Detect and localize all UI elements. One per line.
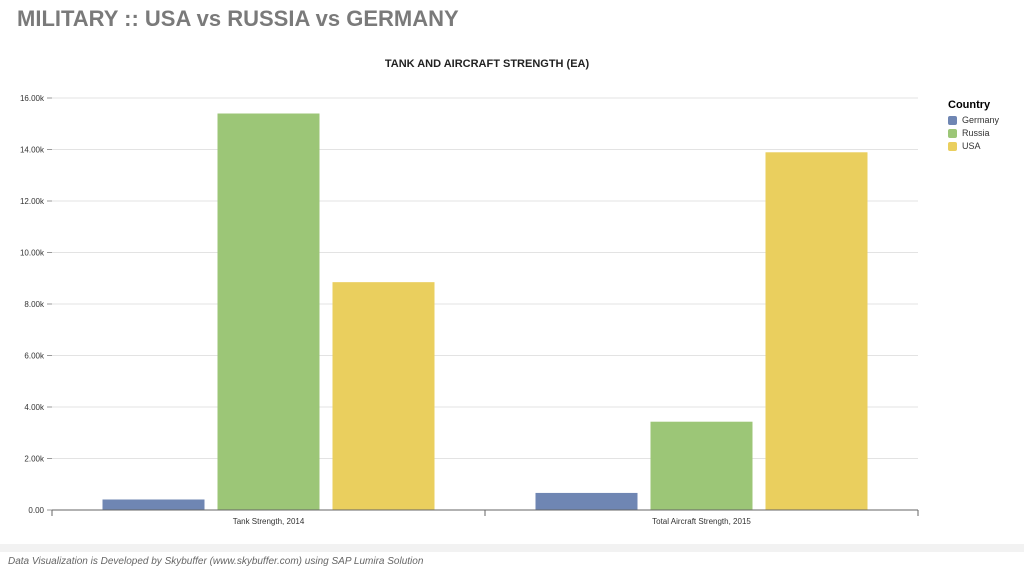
x-tick-label: Total Aircraft Strength, 2015 — [652, 517, 751, 526]
y-tick-label: 16.00k — [20, 94, 45, 103]
legend-swatch-russia — [948, 128, 957, 138]
footer-band — [0, 544, 1024, 552]
y-tick-label: 8.00k — [24, 300, 45, 309]
bar-usa — [332, 282, 435, 510]
legend-label-germany: Germany — [962, 115, 1000, 125]
legend-item-usa[interactable]: USA — [948, 140, 981, 152]
y-tick-label: 10.00k — [20, 249, 45, 258]
legend-item-germany[interactable]: Germany — [948, 114, 999, 126]
legend-label-russia: Russia — [962, 128, 990, 138]
bars — [102, 113, 868, 511]
x-axis — [51, 509, 919, 516]
bar-germany — [102, 499, 205, 510]
y-tick-label: 4.00k — [24, 403, 45, 412]
chart-title: TANK AND AIRCRAFT STRENGTH (EA) — [385, 58, 590, 70]
grid-lines — [52, 97, 918, 459]
bar-chart: TANK AND AIRCRAFT STRENGTH (EA) 0.00 2.00… — [20, 58, 919, 526]
page-title: MILITARY :: USA vs RUSSIA vs GERMANY — [17, 6, 459, 31]
legend-title: Country — [948, 99, 991, 111]
bar-russia — [217, 113, 320, 511]
legend-item-russia[interactable]: Russia — [948, 127, 990, 139]
x-tick-label: Tank Strength, 2014 — [233, 517, 305, 526]
legend-swatch-germany — [948, 115, 957, 125]
y-tick-label: 14.00k — [20, 146, 45, 155]
legend-swatch-usa — [948, 141, 957, 151]
x-axis-labels: Tank Strength, 2014 Total Aircraft Streng… — [233, 517, 752, 526]
y-tick-label: 12.00k — [20, 197, 45, 206]
y-tick-label: 2.00k — [24, 455, 45, 464]
y-tick-label: 0.00 — [28, 506, 44, 515]
footer-credit: Data Visualization is Developed by Skybu… — [8, 556, 424, 567]
legend-label-usa: USA — [962, 141, 981, 151]
y-axis-ticks: 0.00 2.00k 4.00k 6.00k 8.00k 10.00k 12.00k 14.0… — [20, 94, 52, 515]
bar-germany — [535, 492, 638, 510]
bar-usa — [765, 152, 868, 510]
bar-russia — [650, 421, 753, 510]
y-tick-label: 6.00k — [24, 352, 45, 361]
